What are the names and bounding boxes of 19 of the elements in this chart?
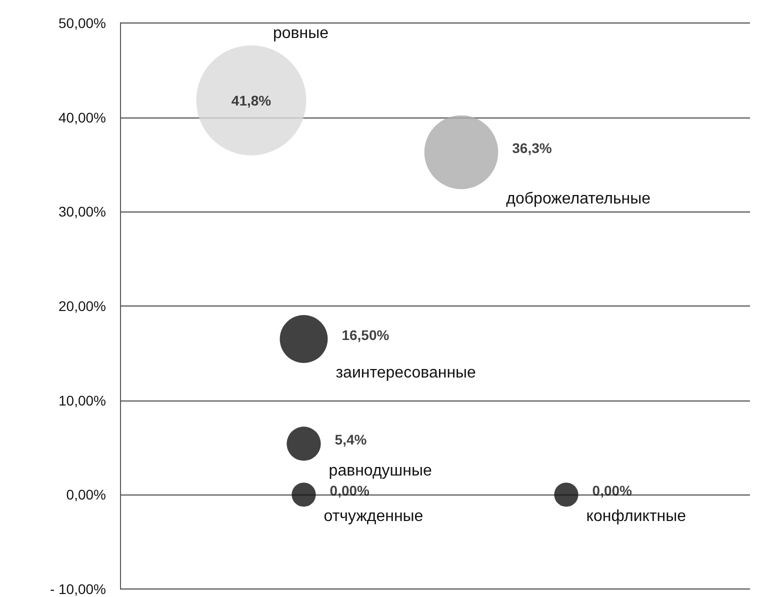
y-tick-label: 20,00% [58,298,106,314]
series-label: конфликтные [586,508,686,526]
y-tick-label: 50,00% [58,15,106,31]
data-label: 5,4% [334,432,368,448]
series-label: доброжелательные [506,190,651,208]
series-label: отчужденные [324,508,424,526]
y-tick-label: 30,00% [58,204,106,220]
data-label: 41,8% [231,92,272,108]
y-tick-label: 40,00% [58,109,106,126]
series-label: заинтересованные [336,364,476,382]
y-tick-label: 10,00% [58,392,106,408]
y-tick-label: - 10,00% [50,581,106,597]
data-label: 36,3% [512,140,552,156]
data-label: 0,00% [592,482,633,499]
data-label: 0,00% [330,482,370,499]
series-label: равнодушные [328,462,432,480]
y-tick-label: 0,00% [66,486,106,503]
series-label: ровные [272,24,329,42]
data-label: 16,50% [342,327,390,344]
